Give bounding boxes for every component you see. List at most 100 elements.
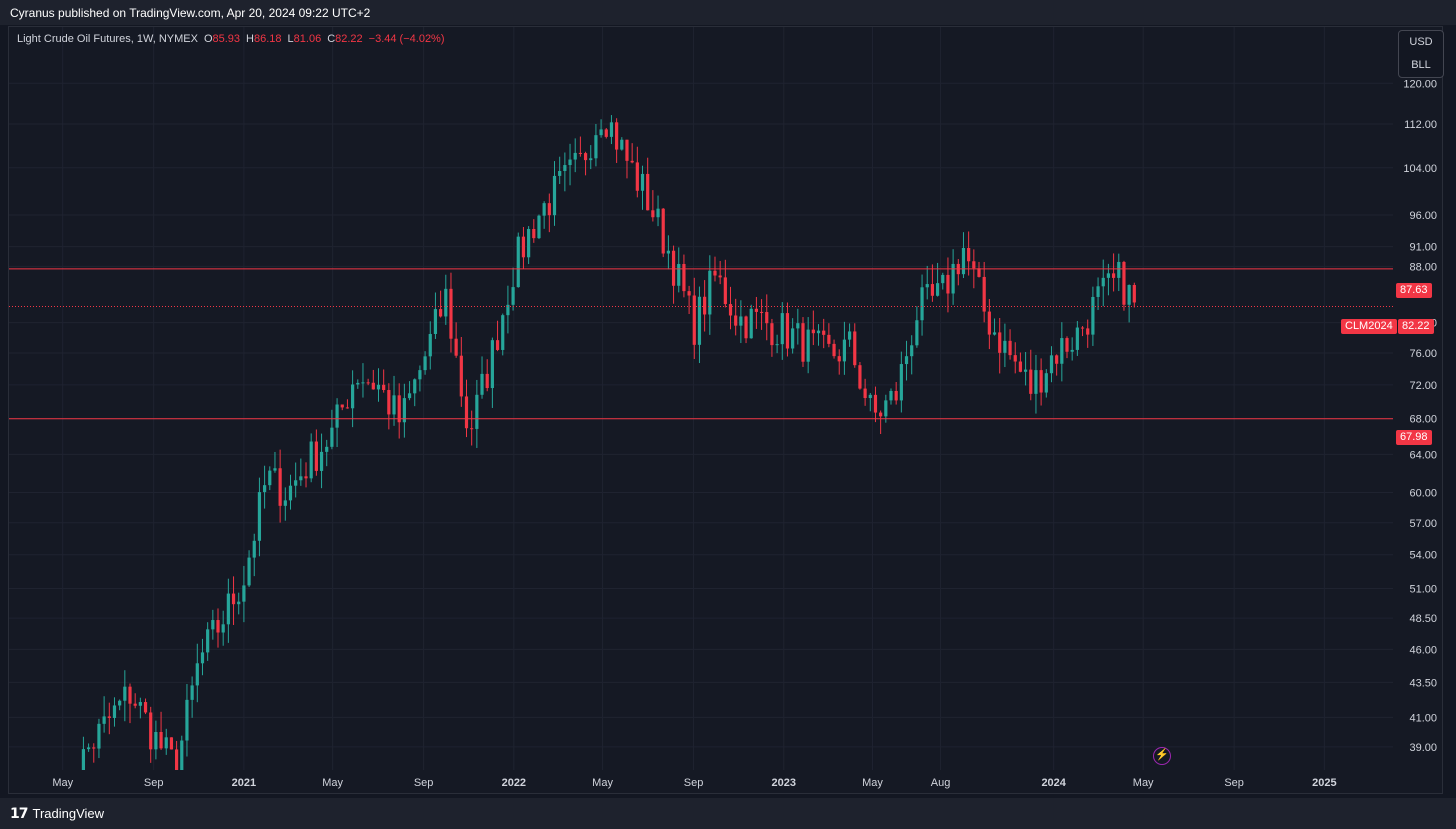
candle-body <box>998 332 1002 353</box>
y-tick-label: 76.00 <box>1409 348 1437 360</box>
candle-body <box>154 731 158 750</box>
candle-body <box>599 129 603 136</box>
unit-label[interactable]: BLL <box>1411 59 1431 71</box>
candle-body <box>589 158 593 161</box>
candle-body <box>330 427 334 447</box>
candle-body <box>143 702 148 713</box>
candle-body <box>873 394 878 413</box>
candle-body <box>283 500 287 506</box>
candle-body <box>216 620 220 633</box>
symbol-name: Light Crude Oil Futures, 1W, NYMEX <box>17 33 198 45</box>
candle-body <box>1111 273 1116 278</box>
candle-body <box>428 333 432 357</box>
x-tick-label: Sep <box>144 777 164 789</box>
candle-body <box>252 540 256 558</box>
candle-body <box>495 340 500 350</box>
tradingview-logo[interactable]: 17 TradingView <box>10 806 104 822</box>
candle-body <box>1055 355 1059 364</box>
candle-body <box>314 441 318 471</box>
candle-body <box>490 340 494 389</box>
candle-body <box>785 313 790 349</box>
candle-body <box>583 153 588 161</box>
candle-body <box>977 268 981 277</box>
candle-body <box>206 629 210 653</box>
candle-body <box>190 685 194 700</box>
candle-body <box>247 557 251 586</box>
y-tick-label: 39.00 <box>1409 742 1437 754</box>
y-tick-label: 91.00 <box>1409 242 1437 254</box>
x-tick-label: Sep <box>684 777 704 789</box>
candle-body <box>837 356 841 362</box>
candle-body <box>1096 286 1100 297</box>
candle-body <box>770 323 774 346</box>
publish-bar: Cyranus published on TradingView.com, Ap… <box>0 0 1456 25</box>
candle-body <box>1101 277 1105 287</box>
candle-body <box>884 400 888 417</box>
candle-body <box>625 139 629 161</box>
candle-body <box>801 323 805 362</box>
candle-body <box>532 228 536 239</box>
candle-body <box>263 485 267 493</box>
low-label: L <box>287 33 294 45</box>
candle-body <box>480 373 484 395</box>
candle-body <box>278 468 282 506</box>
candle-body <box>1075 327 1079 350</box>
candle-body <box>1003 340 1007 353</box>
y-tick-label: 54.00 <box>1409 550 1437 562</box>
candle-body <box>149 712 153 750</box>
chart-frame[interactable] <box>8 26 1443 794</box>
candle-body <box>620 139 624 150</box>
candle-body <box>806 329 810 362</box>
candle-body <box>682 263 686 292</box>
candle-body <box>304 476 308 479</box>
x-tick-label: Sep <box>414 777 434 789</box>
candle-body <box>594 135 598 159</box>
candle-body <box>257 492 262 541</box>
candle-body <box>630 160 634 163</box>
candle-body <box>231 593 236 605</box>
candle-body <box>1070 349 1074 352</box>
candle-body <box>651 210 655 218</box>
candle-body <box>180 740 184 770</box>
candles-group <box>77 115 1136 794</box>
candle-body <box>325 446 329 452</box>
candle-body <box>1080 327 1085 329</box>
candle-body <box>1127 285 1131 305</box>
candle-body <box>77 784 80 794</box>
unit-selector[interactable]: USD BLL <box>1398 30 1444 78</box>
y-tick-label: 60.00 <box>1409 488 1437 500</box>
candle-body <box>211 620 215 630</box>
candle-body <box>822 330 826 335</box>
candle-body <box>791 328 795 349</box>
candle-body <box>511 287 515 305</box>
currency-label[interactable]: USD <box>1409 36 1433 48</box>
candle-body <box>382 384 386 391</box>
candle-body <box>439 309 443 317</box>
candle-body <box>454 338 458 356</box>
candle-body <box>376 384 381 390</box>
x-tick-label: May <box>1133 777 1154 789</box>
candle-body <box>1060 338 1064 364</box>
tradingview-logo-mark: 17 <box>10 805 29 822</box>
candle-body <box>718 275 722 278</box>
x-tick-label: May <box>52 777 73 789</box>
candle-body <box>832 343 836 357</box>
candle-body <box>992 332 997 335</box>
x-tick-label: May <box>322 777 343 789</box>
candle-body <box>853 331 857 366</box>
candle-body <box>558 171 562 176</box>
lightning-icon[interactable]: ⚡ <box>1153 747 1171 765</box>
candle-body <box>464 396 469 429</box>
candle-body <box>237 601 241 605</box>
candle-body <box>692 295 696 345</box>
candle-body <box>501 315 505 350</box>
candle-body <box>397 395 401 423</box>
candle-body <box>646 173 650 211</box>
candle-body <box>402 398 406 423</box>
candle-body <box>967 248 971 262</box>
y-tick-label: 48.50 <box>1409 613 1437 625</box>
candle-body <box>656 208 660 218</box>
candle-body <box>123 686 127 701</box>
x-tick-label: May <box>592 777 613 789</box>
